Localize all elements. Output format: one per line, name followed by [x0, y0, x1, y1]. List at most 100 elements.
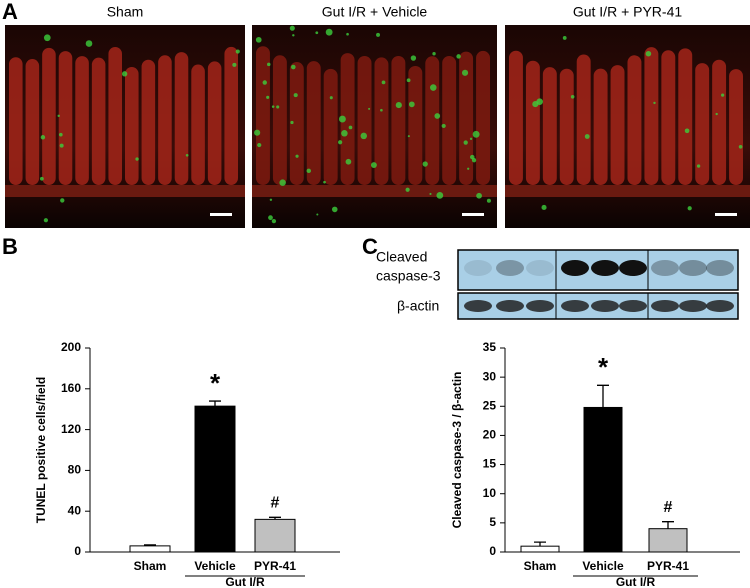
stain-dot [289, 25, 295, 31]
stain-dot [486, 198, 491, 203]
stain-dot [57, 114, 60, 118]
villus [141, 59, 156, 185]
villus [340, 53, 355, 185]
band [619, 260, 647, 276]
significance-marker: * [210, 368, 221, 398]
x-tick-label: PYR-41 [254, 559, 296, 573]
stain-dot [696, 164, 701, 168]
y-tick-label: 5 [489, 515, 496, 529]
stain-dot [376, 32, 381, 37]
villus [207, 61, 222, 185]
western-blot [457, 249, 739, 320]
band [496, 260, 524, 276]
band [679, 300, 707, 312]
stain-dot [329, 96, 333, 100]
muscle-layer [252, 185, 497, 197]
villus [425, 56, 440, 185]
stain-dot [255, 36, 262, 43]
significance-marker: * [598, 352, 609, 382]
y-tick-label: 20 [483, 428, 497, 442]
villus [9, 57, 23, 185]
y-tick-label: 0 [489, 544, 496, 558]
villus [125, 66, 139, 185]
bar [583, 406, 623, 553]
stain-dot [331, 206, 338, 213]
band [591, 260, 619, 276]
villus [174, 52, 189, 186]
villus [678, 48, 693, 185]
villus [323, 68, 338, 185]
stain-dot [271, 219, 277, 224]
stain-dot [536, 98, 543, 105]
y-axis-title: TUNEL positive cells/field [34, 377, 48, 523]
stain-dot [541, 204, 547, 211]
band [526, 260, 554, 276]
stain-dot [472, 130, 480, 138]
stain-dot [121, 71, 128, 77]
stain-dot [461, 69, 469, 76]
group-label: Gut I/R [616, 575, 656, 588]
stain-dot [323, 180, 326, 184]
band [496, 300, 524, 312]
band [679, 260, 707, 276]
image-title: Gut I/R + PYR-41 [573, 4, 683, 20]
stain-dot [60, 198, 65, 203]
panel-label: C [362, 234, 378, 259]
error-bar [144, 544, 156, 546]
stain-dot [290, 120, 294, 125]
bar [254, 518, 296, 553]
muscle-layer [505, 185, 750, 197]
y-tick-label: 120 [61, 422, 81, 436]
stain-dot [338, 140, 343, 145]
stain-dot [271, 105, 275, 108]
stain-dot [269, 198, 273, 202]
stain-dot [316, 213, 319, 216]
villus [91, 57, 106, 185]
stain-dot [315, 31, 319, 35]
villus [610, 65, 625, 185]
villus [695, 63, 710, 186]
stain-dot [562, 36, 567, 40]
error-bar [534, 541, 546, 547]
x-tick-label: Sham [134, 559, 167, 573]
image-title: Gut I/R + Vehicle [322, 4, 428, 20]
stain-dot [380, 108, 383, 112]
stain-dot [471, 158, 477, 163]
stain-dot [257, 142, 262, 148]
stain-dot [715, 112, 718, 116]
bar [520, 545, 560, 553]
scale-bar [462, 213, 484, 216]
significance-marker: # [664, 499, 673, 516]
panel-label: B [2, 234, 18, 259]
villus [357, 55, 372, 186]
band [706, 300, 734, 312]
stain-dot [381, 80, 386, 85]
villus [712, 59, 727, 186]
y-axis-title: Cleaved caspase-3 / β-actin [450, 372, 464, 529]
bar [129, 545, 171, 553]
band [526, 300, 554, 312]
bar [648, 528, 688, 553]
stain-dot [738, 144, 743, 149]
villus [306, 61, 321, 185]
stain-dot [254, 129, 261, 136]
villus [476, 50, 490, 185]
y-tick-label: 200 [61, 340, 81, 354]
stain-dot [434, 113, 441, 119]
villus [729, 69, 743, 185]
stain-dot [430, 84, 437, 91]
villus [108, 46, 122, 186]
villus [408, 65, 423, 185]
y-tick-label: 0 [74, 544, 81, 558]
y-tick-label: 160 [61, 381, 81, 395]
error-bar [209, 400, 221, 407]
stain-dot [395, 102, 402, 109]
blot-label: β-actin [397, 298, 439, 314]
villus [75, 56, 89, 185]
stain-dot [436, 191, 444, 199]
villus [661, 50, 676, 186]
villus [459, 51, 474, 186]
stain-dot [422, 161, 428, 167]
band [561, 300, 589, 312]
